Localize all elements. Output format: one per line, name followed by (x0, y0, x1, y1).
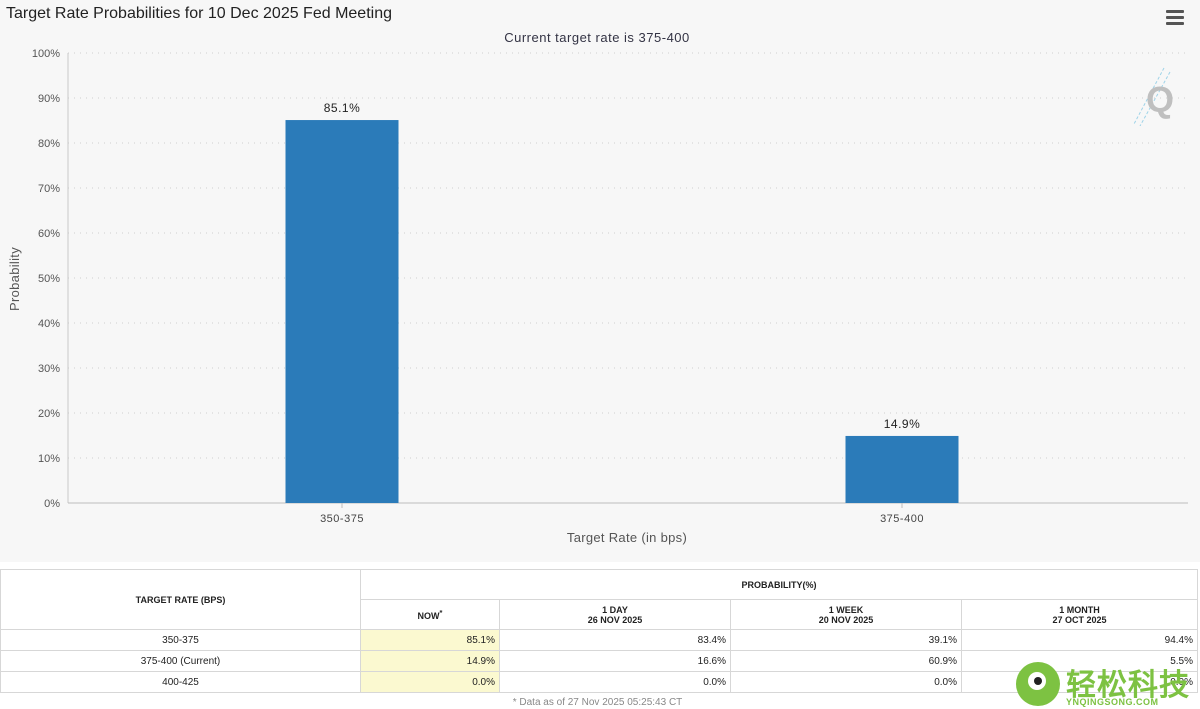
axes: 0% 10% 20% 30% 40% 50% 60% 70% 80% 90% 100% 350-375… (32, 48, 1188, 525)
y-tick-label: 90% (38, 93, 60, 105)
hamburger-menu-icon[interactable] (1166, 10, 1184, 26)
y-tick-label: 60% (38, 228, 60, 240)
q-logo-icon: Q (1133, 67, 1174, 126)
now-cell: 14.9% (360, 650, 500, 672)
1-week-header: 1 WEEK 20 NOV 2025 (730, 599, 962, 630)
target-rate-header: TARGET RATE (BPS) (0, 569, 361, 630)
y-tick-label: 0% (44, 498, 60, 510)
chart-subtitle: Current target rate is 375-400 (504, 30, 690, 45)
table-row: 375-400 (Current) 14.9% 16.6% 60.9% 5.5% (0, 650, 1198, 672)
q-logo-letter: Q (1146, 79, 1174, 120)
watermark-url: YNQINGSONG.COM (1066, 697, 1159, 707)
y-tick-label: 20% (38, 408, 60, 420)
1-day-cell: 0.0% (499, 671, 731, 693)
y-tick-label: 80% (38, 138, 60, 150)
1-week-cell: 0.0% (730, 671, 962, 693)
x-axis-title: Target Rate (in bps) (567, 530, 687, 545)
chart-title: Target Rate Probabilities for 10 Dec 202… (6, 5, 392, 22)
probability-table: TARGET RATE (BPS) PROBABILITY(%) NOW* 1 … (0, 569, 1198, 693)
watermark-logo-icon (1016, 662, 1060, 706)
rate-cell: 350-375 (0, 629, 361, 651)
1-week-cell: 60.9% (730, 650, 962, 672)
now-cell: 85.1% (360, 629, 500, 651)
y-axis-title: Probability (7, 247, 22, 311)
y-tick-label: 10% (38, 453, 60, 465)
x-tick-label: 350-375 (320, 513, 364, 525)
gridlines (68, 52, 1188, 459)
y-tick-label: 70% (38, 183, 60, 195)
x-tick-label: 375-400 (880, 513, 924, 525)
y-tick-label: 30% (38, 363, 60, 375)
1-month-cell: 94.4% (961, 629, 1198, 651)
bar-value-label: 85.1% (324, 101, 361, 115)
y-tick-label: 40% (38, 318, 60, 330)
y-tick-label: 100% (32, 48, 60, 60)
1-week-cell: 39.1% (730, 629, 962, 651)
watermark: 轻松科技 YNQINGSONG.COM (1014, 662, 1200, 709)
bar-350-375 (285, 120, 399, 504)
table-row: 350-375 85.1% 83.4% 39.1% 94.4% (0, 629, 1198, 651)
bars: 85.1% 14.9% (285, 101, 959, 504)
chart-panel: 0% 10% 20% 30% 40% 50% 60% 70% 80% 90% 100% 350-375… (6, 5, 1188, 545)
y-tick-label: 50% (38, 273, 60, 285)
1-day-header: 1 DAY 26 NOV 2025 (499, 599, 731, 630)
rate-cell: 400-425 (0, 671, 361, 693)
bar-375-400 (845, 435, 959, 503)
bar-value-label: 14.9% (884, 417, 921, 431)
data-timestamp-footnote: * Data as of 27 Nov 2025 05:25:43 CT (512, 697, 683, 708)
1-day-cell: 16.6% (499, 650, 731, 672)
watermark-text: 轻松科技 (1066, 668, 1190, 703)
1-month-header: 1 MONTH 27 OCT 2025 (961, 599, 1198, 630)
now-cell: 0.0% (360, 671, 500, 693)
now-footnote-mark: * (439, 608, 443, 617)
now-header: NOW* (360, 599, 500, 630)
rate-cell: 375-400 (Current) (0, 650, 361, 672)
probability-chart: 0% 10% 20% 30% 40% 50% 60% 70% 80% 90% 100% 350-375… (7, 30, 1188, 545)
1-day-cell: 83.4% (499, 629, 731, 651)
probability-header: PROBABILITY(%) (360, 569, 1198, 600)
